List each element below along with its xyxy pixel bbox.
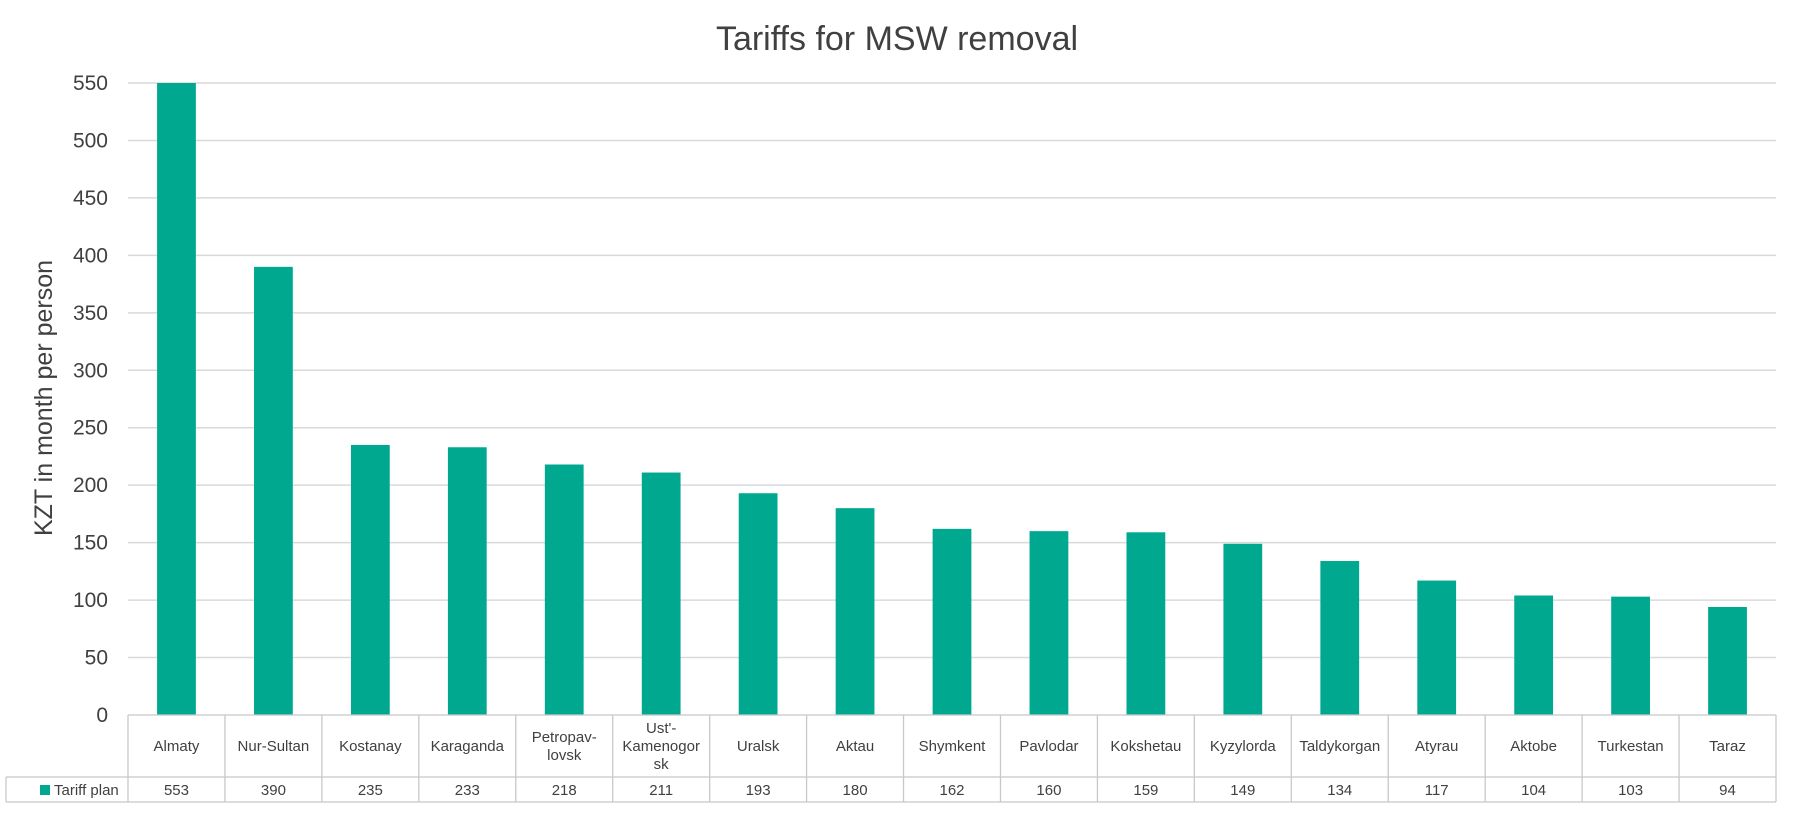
category-label: Shymkent [919,738,987,755]
y-tick-label: 100 [73,589,108,612]
category-label: Atyrau [1415,738,1458,755]
category-label: Turkestan [1598,738,1664,755]
category-label: Petropav- [532,729,597,746]
bar [350,444,390,715]
table-value: 94 [1719,782,1736,799]
table-value: 553 [164,782,189,799]
y-tick-label: 450 [73,187,108,210]
bar [738,493,778,715]
table-value: 103 [1618,782,1643,799]
category-label: Uralsk [737,738,780,755]
table-value: 104 [1521,782,1546,799]
bar [544,464,584,715]
gridlines [128,82,1776,659]
table-value: 218 [552,782,577,799]
bar [1223,543,1263,715]
y-tick-label: 500 [73,129,108,152]
category-label: Ust'- [646,720,676,737]
bar [1417,580,1457,715]
category-label: Kokshetau [1110,738,1181,755]
bar [1126,532,1166,715]
bar [254,266,293,715]
bar [835,508,875,715]
category-label: Nur-Sultan [238,738,310,755]
y-tick-label: 400 [73,244,108,267]
category-label: Kamenogor [622,738,700,755]
category-label: Aktau [836,738,874,755]
table-value: 193 [746,782,771,799]
table-value: 180 [843,782,868,799]
category-label: Karaganda [431,738,505,755]
y-tick-label: 0 [96,704,108,727]
bar [932,528,972,715]
category-label: sk [654,756,670,773]
bars [157,83,1747,715]
y-tick-label: 350 [73,302,108,325]
table-value: 211 [649,782,673,799]
table-value: 134 [1327,782,1352,799]
table-value: 235 [358,782,383,799]
legend-label: Tariff plan [54,782,119,799]
y-tick-label: 300 [73,359,108,382]
category-label: Taldykorgan [1299,738,1380,755]
bar [1029,531,1069,715]
category-label: Taraz [1709,738,1746,755]
chart-title: Tariffs for MSW removal [716,20,1078,58]
y-tick-label: 550 [73,72,108,95]
table-value: 117 [1425,782,1449,799]
category-label: lovsk [547,747,582,764]
bar [1514,595,1554,715]
y-tick-label: 150 [73,532,108,555]
table-value: 159 [1133,782,1158,799]
legend-swatch [40,785,50,795]
y-tick-label: 250 [73,417,108,440]
y-axis-ticks: 0 50 100 150 200 250 300 350 400 450 500 550 [73,72,108,727]
bar [1320,561,1360,715]
table-value: 162 [939,782,964,799]
data-table: Almaty Nur-Sultan Kostanay Karaganda Petropa… [5,714,1777,803]
bar [447,447,487,715]
bar [1708,606,1747,715]
y-tick-label: 200 [73,474,108,497]
table-value: 233 [455,782,480,799]
category-label: Kyzylorda [1210,738,1277,755]
category-label: Almaty [154,738,200,755]
category-label: Aktobe [1510,738,1557,755]
bar [157,83,196,715]
table-value: 149 [1230,782,1255,799]
bar [1611,596,1650,715]
category-label: Pavlodar [1019,738,1078,755]
category-label: Kostanay [339,738,402,755]
table-value: 390 [261,782,286,799]
y-tick-label: 50 [85,647,108,670]
bar [641,472,681,715]
y-axis-label: KZT in month per person [30,260,58,536]
table-value: 160 [1036,782,1061,799]
